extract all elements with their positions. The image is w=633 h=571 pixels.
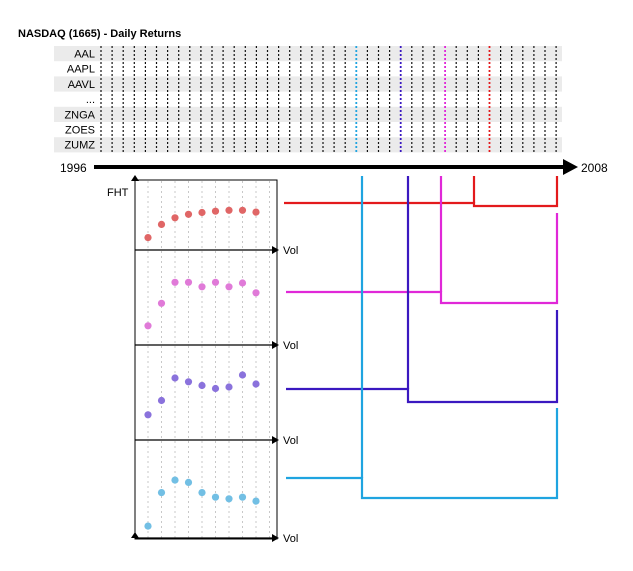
x-axis-label: Vol <box>283 435 298 447</box>
data-point <box>171 374 179 382</box>
panel-frame <box>134 179 278 540</box>
data-point <box>144 411 152 419</box>
data-point <box>184 478 193 486</box>
x-axis-label: Vol <box>283 533 298 545</box>
data-point <box>211 278 220 286</box>
panel-points <box>144 206 260 530</box>
connector-line <box>286 213 559 305</box>
data-point <box>171 214 179 222</box>
data-point <box>238 279 247 287</box>
data-point <box>198 489 206 497</box>
data-point <box>211 384 220 393</box>
x-axis-arrowhead <box>272 534 279 542</box>
timeline-start-label: 1996 <box>60 161 87 175</box>
data-point <box>238 206 247 214</box>
ticker-label: ZOES <box>65 125 95 137</box>
event-grid <box>100 46 557 153</box>
panel-axes: Vol Vol Vol Vol <box>131 245 298 545</box>
timeline-arrowhead <box>563 159 578 175</box>
timeline-end-label: 2008 <box>581 161 608 175</box>
data-point <box>252 497 260 505</box>
data-point <box>157 396 166 405</box>
data-point <box>144 322 152 330</box>
data-point <box>225 383 233 391</box>
y-axis-label: FHT <box>107 187 129 199</box>
data-point <box>198 283 206 291</box>
data-point <box>171 278 179 286</box>
ticker-label: AAL <box>74 49 95 61</box>
connector-line <box>286 310 559 404</box>
data-point <box>225 206 233 214</box>
ticker-label: ZNGA <box>64 109 95 121</box>
x-axis-label: Vol <box>283 245 298 257</box>
figure-title: NASDAQ (1665) - Daily Returns <box>18 28 181 40</box>
data-point <box>157 299 166 307</box>
data-point <box>157 220 166 228</box>
x-axis-label: Vol <box>283 340 298 352</box>
x-axis-arrowhead <box>272 246 279 254</box>
connector-lines <box>284 176 559 500</box>
data-point <box>211 207 220 215</box>
y-axis-bottom-arrowhead <box>131 532 139 538</box>
ticker-list: AAL AAPL AAVL... ZNGA ZOES ZUMZ <box>54 46 562 153</box>
data-point <box>225 283 233 291</box>
connector-line <box>286 408 559 500</box>
data-point <box>198 208 206 217</box>
data-point <box>184 378 193 386</box>
data-point <box>144 522 152 530</box>
data-point <box>184 210 193 218</box>
ticker-label: ... <box>86 94 95 106</box>
ticker-row-band <box>54 46 562 62</box>
data-point <box>157 489 166 497</box>
ticker-row-band <box>54 106 562 122</box>
connector-line <box>284 176 559 208</box>
data-point <box>184 278 193 286</box>
data-point <box>198 381 206 390</box>
ticker-label: ZUMZ <box>64 140 95 152</box>
data-point <box>211 493 220 501</box>
data-point <box>238 371 247 379</box>
x-axis-arrowhead <box>272 436 279 444</box>
ticker-label: AAVL <box>68 79 95 91</box>
data-point <box>252 208 260 216</box>
data-point <box>238 493 247 501</box>
data-point <box>252 380 260 388</box>
data-point <box>171 476 179 484</box>
panel-gridlines <box>147 181 270 538</box>
data-point <box>144 234 152 242</box>
data-point <box>225 495 233 503</box>
ticker-label: AAPL <box>67 64 95 76</box>
scatter-panels: FHT Vol Vol Vol Vol <box>107 175 298 545</box>
ticker-row-band <box>54 76 562 92</box>
y-axis-arrowhead <box>131 175 139 181</box>
ticker-row-band <box>54 137 562 153</box>
timeline: 1996 2008 <box>60 159 608 175</box>
data-point <box>252 289 260 297</box>
x-axis-arrowhead <box>272 341 279 349</box>
